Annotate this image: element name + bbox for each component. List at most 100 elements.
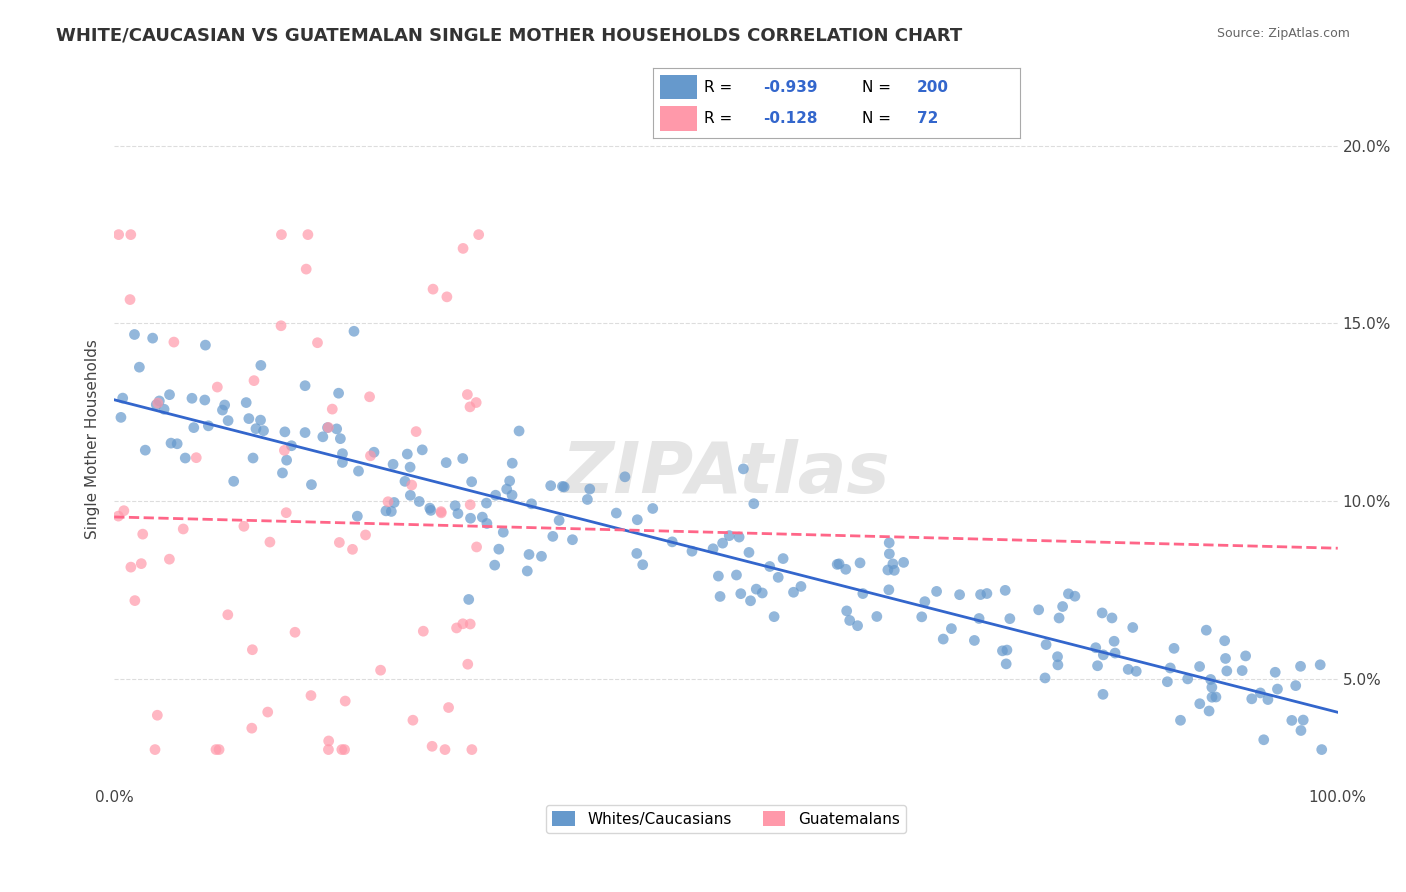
Point [143,742,166,756]
Point [451,616,474,631]
Point [194,392,217,407]
Point [738,545,761,559]
Point [1195,623,1218,637]
Point [1163,641,1185,656]
Point [517,548,540,562]
Point [730,587,752,601]
Point [238,411,260,425]
Point [408,494,430,508]
Point [342,542,364,557]
Point [1289,723,1312,738]
Point [852,586,875,600]
Point [508,424,530,438]
Point [540,479,562,493]
Point [605,506,627,520]
Point [335,694,357,708]
Point [142,331,165,345]
Point [1253,732,1275,747]
Point [702,541,724,556]
Point [925,584,948,599]
Point [1091,687,1114,701]
Point [284,625,307,640]
Point [991,644,1014,658]
Point [1205,690,1227,704]
Point [456,387,478,401]
Point [312,430,335,444]
Point [893,555,915,569]
Point [1035,638,1057,652]
Point [707,569,730,583]
Point [941,622,963,636]
Point [661,534,683,549]
Point [420,739,443,754]
Point [740,594,762,608]
Point [495,482,517,496]
Point [1281,714,1303,728]
Point [790,579,813,593]
Point [709,590,731,604]
Point [1289,659,1312,673]
Point [772,551,794,566]
Point [457,657,479,672]
Point [294,378,316,392]
Point [911,610,934,624]
Point [333,742,356,756]
Point [1156,674,1178,689]
Point [107,227,129,242]
Point [758,559,780,574]
Point [471,510,494,524]
Point [883,563,905,577]
Point [1102,634,1125,648]
Point [1201,690,1223,705]
Point [172,522,194,536]
Point [124,327,146,342]
Point [297,227,319,242]
Point [1198,704,1220,718]
Point [711,536,734,550]
Point [576,492,599,507]
Point [838,614,860,628]
Point [120,227,142,242]
Point [217,607,239,622]
Point [318,742,340,756]
Point [174,450,197,465]
Point [394,475,416,489]
Point [1215,651,1237,665]
Point [742,497,765,511]
Point [641,501,664,516]
Point [299,689,322,703]
Point [998,612,1021,626]
Point [197,418,219,433]
Point [541,529,564,543]
Point [370,663,392,677]
Point [343,324,366,338]
Point [259,535,281,549]
Point [124,593,146,607]
Point [205,742,228,756]
Point [745,582,768,596]
Point [751,586,773,600]
Point [1101,611,1123,625]
Point [876,563,898,577]
Point [359,449,381,463]
Point [446,621,468,635]
Point [626,513,648,527]
Point [782,585,804,599]
Point [235,395,257,409]
Point [181,392,204,406]
Point [110,410,132,425]
Point [430,506,453,520]
Y-axis label: Single Mother Households: Single Mother Households [86,339,100,539]
Point [1309,657,1331,672]
Point [270,318,292,333]
Point [1159,661,1181,675]
Point [484,558,506,573]
Point [1052,599,1074,614]
Point [243,374,266,388]
Point [530,549,553,564]
Point [153,402,176,417]
Point [631,558,654,572]
Point [120,560,142,574]
Point [1057,587,1080,601]
Point [725,568,748,582]
